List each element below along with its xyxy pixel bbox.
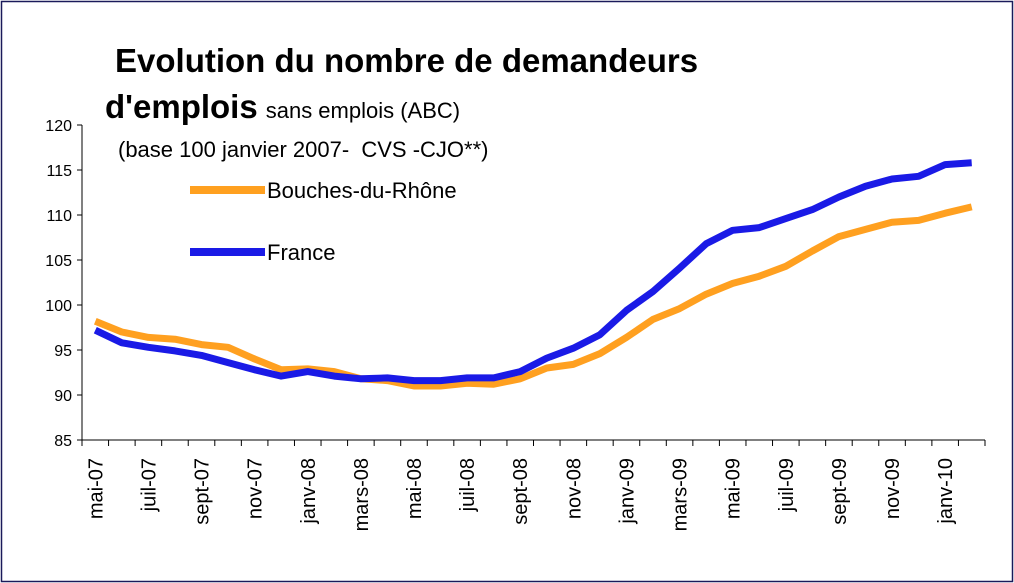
chart-subtitle: sans emplois (ABC) [266, 98, 460, 123]
x-tick-label: mai-08 [404, 458, 426, 519]
legend-label: France [267, 240, 335, 265]
chart-note: (base 100 janvier 2007- CVS -CJO**) [118, 137, 489, 162]
y-tick-label: 115 [46, 163, 72, 180]
legend-label: Bouches-du-Rhône [267, 178, 457, 203]
y-tick-label: 120 [45, 118, 72, 135]
y-tick-label: 95 [54, 343, 72, 360]
x-tick-label: mars-08 [351, 458, 373, 531]
y-tick-label: 100 [45, 298, 72, 315]
x-tick-label: nov-08 [563, 458, 585, 519]
x-tick-label: juil-07 [138, 458, 160, 512]
series-line [93, 159, 972, 385]
x-tick-label: sept-09 [829, 458, 851, 525]
y-tick-label: 110 [46, 208, 72, 225]
chart-title: d'emplois [105, 88, 258, 125]
x-tick-label: mai-09 [723, 458, 745, 519]
x-tick-label: sept-07 [192, 458, 214, 525]
y-tick-label: 85 [54, 433, 72, 450]
chart-title-line: d'emplois sans emplois (ABC) [105, 88, 460, 125]
series-line [93, 203, 973, 390]
x-tick-label: janv-08 [298, 458, 320, 525]
x-tick-label: nov-07 [245, 458, 267, 519]
chart-title: Evolution du nombre de demandeurs [115, 42, 698, 79]
x-tick-label: mai-07 [85, 458, 107, 519]
y-tick-label: 90 [54, 388, 72, 405]
x-tick-label: janv-10 [935, 458, 957, 525]
x-tick-label: janv-09 [616, 458, 638, 525]
y-tick-label: 105 [45, 253, 72, 270]
x-tick-label: juil-08 [457, 458, 479, 512]
x-tick-label: nov-09 [882, 458, 904, 519]
x-tick-label: juil-09 [776, 458, 798, 512]
x-tick-label: sept-08 [510, 458, 532, 525]
x-tick-label: mars-09 [670, 458, 692, 531]
